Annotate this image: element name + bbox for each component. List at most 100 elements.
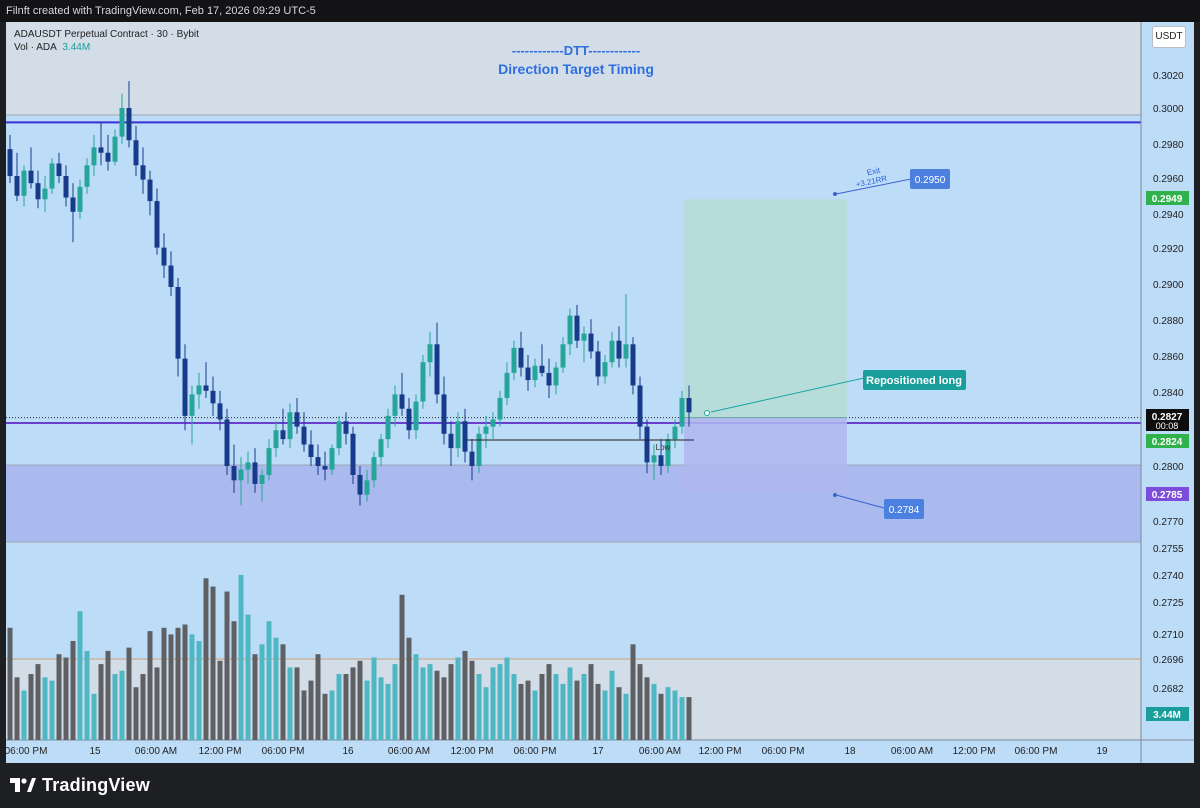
price-label-box [1146, 191, 1189, 205]
candle-body [434, 344, 440, 395]
candle-body [350, 433, 356, 475]
candle-body [231, 466, 237, 481]
candle-body [511, 347, 517, 373]
candle-body [553, 367, 559, 386]
candle-body [483, 426, 489, 434]
target-arrow-line [835, 178, 912, 195]
position-label: Repositioned long [866, 375, 962, 387]
volume-bar [126, 647, 132, 740]
x-tick-label: 12:00 PM [699, 746, 742, 757]
volume-bar [567, 667, 573, 740]
candle-body [49, 163, 55, 189]
x-tick-label: 06:00 AM [639, 746, 681, 757]
candle-body [315, 457, 321, 466]
volume-bar [560, 683, 566, 740]
y-tick-label: 0.2980 [1153, 140, 1184, 151]
candle-body [154, 201, 160, 248]
volume-bar [77, 611, 83, 740]
candle-body [679, 397, 685, 427]
currency-button[interactable]: USDT [1152, 26, 1186, 48]
volume-bar [252, 654, 258, 740]
candle-body [637, 385, 643, 427]
volume-bar [518, 683, 524, 740]
volume-bar [42, 677, 48, 740]
volume-bar [462, 650, 468, 740]
volume-bar [658, 693, 664, 740]
volume-bar [623, 693, 629, 740]
price-label-box [1146, 487, 1189, 501]
stop-anchor [833, 493, 837, 497]
symbol-label[interactable]: ADAUSDT Perpetual Contract · 30 · Bybit [14, 29, 199, 40]
candle-body [217, 403, 223, 420]
volume-bar [189, 634, 195, 740]
volume-bar [105, 650, 111, 740]
volume-bar [469, 660, 475, 740]
candle-body [651, 455, 657, 463]
credit-text: Filnft created with TradingView.com, Feb… [6, 5, 316, 17]
volume-legend: Vol · ADA 3.44M [14, 41, 199, 54]
candle-body [147, 179, 153, 202]
candle-body [371, 457, 377, 481]
y-tick-label: 0.2960 [1153, 174, 1184, 185]
volume-bar [21, 690, 27, 740]
candlestick-chart[interactable]: Repositioned long0.2950Exit+3.21RR0.2784… [6, 22, 1194, 763]
candle-body [623, 344, 629, 359]
y-tick-label: 0.2800 [1153, 462, 1184, 473]
candle-body [259, 474, 265, 484]
volume-bar [217, 660, 223, 740]
volume-bar [175, 627, 181, 740]
candle-body [56, 163, 62, 177]
volume-bar [196, 641, 202, 740]
volume-bar [588, 664, 594, 740]
candle-body [539, 365, 545, 373]
volume-bar [420, 667, 426, 740]
candle-body [266, 448, 272, 475]
volume-bar [238, 575, 244, 740]
candle-body [140, 165, 146, 180]
candle-body [196, 385, 202, 395]
y-tick-label: 0.2940 [1153, 210, 1184, 221]
target-price-box [910, 169, 950, 189]
volume-bar [504, 657, 510, 740]
volume-bar [357, 660, 363, 740]
candle-body [385, 415, 391, 440]
candle-body [455, 421, 461, 449]
low-label: Low [656, 443, 671, 452]
volume-bar [35, 664, 41, 740]
volume-bar [595, 683, 601, 740]
candle-body [189, 394, 195, 416]
candle-body [203, 385, 209, 391]
x-tick-label: 06:00 PM [6, 746, 47, 757]
candle-body [364, 480, 370, 495]
candle-body [392, 394, 398, 416]
volume-bar [532, 690, 538, 740]
volume-bar [448, 664, 454, 740]
candle-body [567, 315, 573, 345]
volume-bar [266, 621, 272, 740]
x-tick-label: 06:00 PM [1015, 746, 1058, 757]
volume-bar [112, 674, 118, 740]
chart-frame[interactable]: Repositioned long 0.2950 Exit +3.21RR 0.2784… [6, 22, 1194, 763]
volume-bar [378, 677, 384, 740]
y-tick-label: 0.2770 [1153, 517, 1184, 528]
y-tick-label: 0.3000 [1153, 104, 1184, 115]
candle-body [399, 394, 405, 409]
tradingview-logo[interactable]: TradingView [10, 774, 150, 796]
candle-body [7, 149, 13, 177]
stop-price-box [884, 499, 924, 519]
volume-bar [651, 683, 657, 740]
price-label-sub: 00:08 [1156, 421, 1179, 431]
volume-bar [427, 664, 433, 740]
volume-bar [161, 627, 167, 740]
candle-body [84, 165, 90, 187]
volume-bar [490, 667, 496, 740]
y-tick-label: 0.3020 [1153, 71, 1184, 82]
candle-body [469, 451, 475, 466]
candle-body [630, 344, 636, 386]
candle-body [182, 358, 188, 416]
volume-bar [371, 657, 377, 740]
volume-bar [119, 670, 125, 740]
volume-bar [63, 657, 69, 740]
candle-body [427, 344, 433, 363]
candle-body [448, 433, 454, 449]
